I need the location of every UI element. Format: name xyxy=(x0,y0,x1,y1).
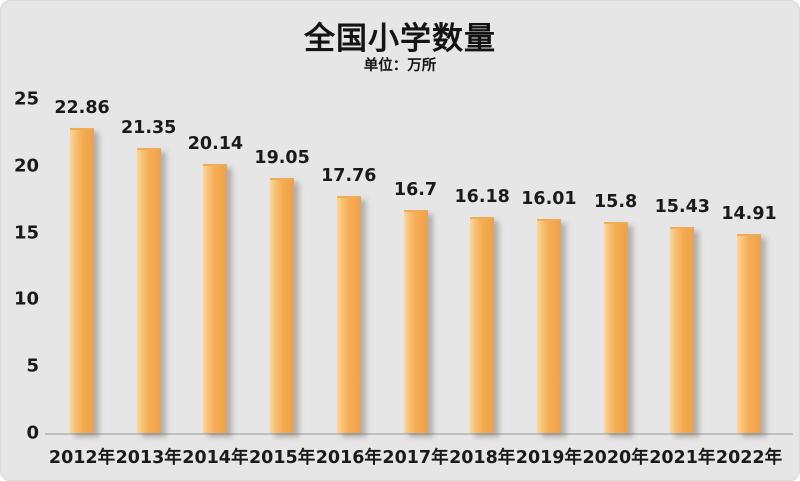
bar-2013年 xyxy=(136,147,161,433)
bar-2016年 xyxy=(336,195,361,433)
bar-value-label: 22.86 xyxy=(54,97,110,118)
x-axis-line xyxy=(45,433,793,435)
y-tick-label: 0 xyxy=(26,422,39,444)
bar-value-label: 20.14 xyxy=(187,133,244,154)
x-tick-label: 2016年 xyxy=(315,448,382,468)
bar-2012年 xyxy=(70,127,94,433)
bar-value-label: 16.18 xyxy=(454,186,510,207)
y-tick-label: 20 xyxy=(13,155,39,177)
bar-value-label: 16.7 xyxy=(393,179,438,200)
x-tick-label: 2012年 xyxy=(48,448,116,468)
y-tick-label: 10 xyxy=(13,288,39,310)
bar-2014年 xyxy=(203,163,228,433)
bar-2022年 xyxy=(737,233,761,433)
x-tick-label: 2014年 xyxy=(182,448,249,468)
x-tick-label: 2019年 xyxy=(515,448,582,468)
bar-2018年 xyxy=(470,216,495,433)
x-tick-label: 2017年 xyxy=(382,448,449,468)
bar-2020年 xyxy=(603,221,628,433)
bar-value-label: 15.43 xyxy=(654,196,710,217)
chart-subtitle: 单位：万所 xyxy=(363,58,437,74)
bar-value-label: 19.05 xyxy=(254,148,310,169)
x-tick-label: 2018年 xyxy=(449,448,516,468)
y-tick-label: 15 xyxy=(13,222,39,244)
x-tick-label: 2022年 xyxy=(715,448,783,468)
bar-2019年 xyxy=(536,219,561,433)
bar-value-label: 14.91 xyxy=(721,203,777,224)
x-tick-label: 2021年 xyxy=(649,448,716,468)
y-tick-label: 25 xyxy=(13,88,39,110)
y-tick-label: 5 xyxy=(26,355,39,377)
bar-2017年 xyxy=(403,209,428,433)
x-tick-label: 2015年 xyxy=(248,448,316,468)
bar-2015年 xyxy=(270,178,295,433)
chart-title: 全国小学数量 xyxy=(304,21,496,57)
bar-2021年 xyxy=(670,226,695,433)
bar-value-label: 17.76 xyxy=(321,165,377,186)
x-tick-label: 2020年 xyxy=(582,448,649,468)
bar-value-label: 16.01 xyxy=(521,189,577,210)
bar-value-label: 15.8 xyxy=(594,191,638,212)
x-tick-label: 2013年 xyxy=(115,448,182,468)
bar-value-label: 21.35 xyxy=(121,117,177,138)
